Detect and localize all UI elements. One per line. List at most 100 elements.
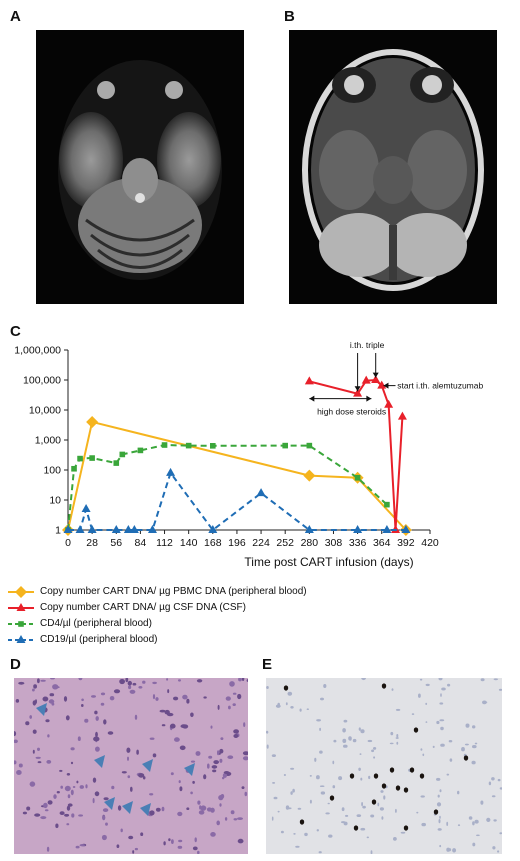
data-point-triangle (16, 603, 26, 611)
x-tick-label: 420 (421, 537, 439, 549)
x-tick-label: 364 (373, 537, 391, 549)
x-tick-label: 140 (180, 537, 198, 549)
x-tick-label: 56 (110, 537, 122, 549)
data-point-triangle (353, 388, 363, 397)
data-point-square (77, 455, 83, 462)
data-point-square (282, 442, 288, 449)
x-tick-label: 252 (276, 537, 294, 549)
data-point-square (354, 474, 361, 481)
data-point-square (71, 465, 77, 472)
data-point-triangle (81, 504, 91, 513)
data-point-triangle (353, 525, 363, 533)
data-point-diamond (86, 415, 99, 428)
x-tick-label: 112 (156, 537, 173, 549)
y-tick-label: 1,000 (35, 435, 61, 447)
series-line (68, 470, 406, 532)
y-tick-label: 1 (55, 525, 61, 537)
y-tick-label: 10,000 (29, 405, 61, 417)
data-point-triangle (147, 525, 157, 533)
data-point-triangle (16, 635, 26, 643)
mri-axial-flair-image-b (289, 30, 497, 304)
data-point-triangle (129, 525, 139, 533)
legend-label: Copy number CART DNA/ µg CSF DNA (CSF) (40, 602, 246, 613)
data-point-triangle (87, 525, 97, 533)
data-point-triangle (75, 525, 85, 533)
y-tick-label: 1,000,000 (14, 345, 61, 357)
annotation-ith-triple: i.th. triple (350, 340, 385, 350)
data-point-triangle (397, 411, 407, 420)
legend-label: CD4/µl (peripheral blood) (40, 618, 152, 629)
arrowhead-marker (94, 755, 105, 768)
panel-b-label: B (284, 8, 295, 25)
series-line (67, 444, 388, 531)
annotation-arrowhead (366, 395, 372, 402)
data-point-diamond (15, 586, 27, 598)
data-point-triangle (166, 467, 176, 476)
data-point-square (210, 443, 216, 449)
x-tick-label: 392 (397, 537, 415, 549)
immunohistochemistry-image (266, 678, 502, 854)
arrowhead-marker (122, 801, 133, 814)
data-point-triangle (384, 399, 394, 408)
legend-swatch (8, 586, 34, 598)
x-tick-label: 336 (349, 537, 367, 549)
series-3 (63, 467, 411, 533)
arrowhead-marker (184, 763, 195, 776)
data-point-triangle (361, 375, 371, 384)
annotation-steroids: high dose steroids (317, 407, 386, 417)
data-point-triangle (304, 376, 314, 385)
data-point-diamond (303, 469, 316, 482)
data-point-square (113, 460, 120, 466)
panel-a-label: A (10, 8, 21, 25)
mri-axial-flair-image-a (36, 30, 244, 304)
legend-swatch (8, 621, 34, 627)
legend-swatch (8, 603, 34, 611)
panel-d-label: D (10, 656, 21, 673)
data-point-triangle (111, 525, 121, 533)
legend-item: Copy number CART DNA/ µg CSF DNA (CSF) (6, 600, 386, 616)
legend-item: Copy number CART DNA/ µg PBMC DNA (perip… (6, 584, 386, 600)
data-point-square (119, 451, 126, 458)
data-point-square (89, 455, 95, 461)
annotation-arrowhead (309, 395, 315, 402)
legend-swatch (8, 635, 34, 643)
x-tick-label: 196 (228, 537, 246, 549)
x-axis-title: Time post CART infusion (days) (244, 555, 413, 569)
annotation-arrowhead (383, 382, 389, 389)
arrowhead-marker (36, 703, 47, 716)
data-point-square (18, 621, 24, 627)
y-tick-label: 100 (43, 465, 61, 477)
x-tick-label: 308 (325, 537, 343, 549)
data-point-triangle (377, 380, 387, 389)
legend-item: CD19/µl (peripheral blood) (6, 632, 386, 648)
data-point-square (185, 442, 192, 449)
data-point-triangle (371, 375, 381, 383)
panel-e-label: E (262, 656, 273, 673)
x-tick-label: 280 (301, 537, 319, 549)
series-2 (65, 442, 390, 533)
panel-c-label: C (10, 323, 21, 340)
x-tick-label: 168 (204, 537, 222, 549)
annotation-arrowhead (354, 386, 361, 392)
data-point-triangle (256, 488, 266, 497)
series-1 (304, 375, 407, 533)
copy-number-chart: 1 10 100 1,000 10,000 100,000 1,000,000 0 28 56 84… (14, 340, 483, 569)
arrowhead-marker (104, 797, 115, 810)
data-point-triangle (123, 525, 133, 533)
y-tick-label: 10 (49, 495, 61, 507)
data-point-square (306, 442, 313, 449)
x-tick-label: 224 (252, 537, 270, 549)
data-point-triangle (401, 525, 411, 533)
annotation-alemtuzumab: start i.th. alemtuzumab (397, 381, 483, 391)
data-point-square (137, 447, 144, 454)
arrowhead-marker (140, 803, 151, 816)
x-tick-label: 0 (65, 537, 71, 549)
data-point-square (161, 442, 168, 448)
x-tick-label: 28 (86, 537, 98, 549)
annotation-arrowhead (372, 372, 379, 378)
data-point-triangle (304, 525, 314, 533)
chart-legend: Copy number CART DNA/ µg PBMC DNA (perip… (6, 584, 386, 648)
he-histology-image (14, 678, 248, 854)
legend-label: CD19/µl (peripheral blood) (40, 634, 158, 645)
arrowhead-marker (142, 759, 153, 772)
